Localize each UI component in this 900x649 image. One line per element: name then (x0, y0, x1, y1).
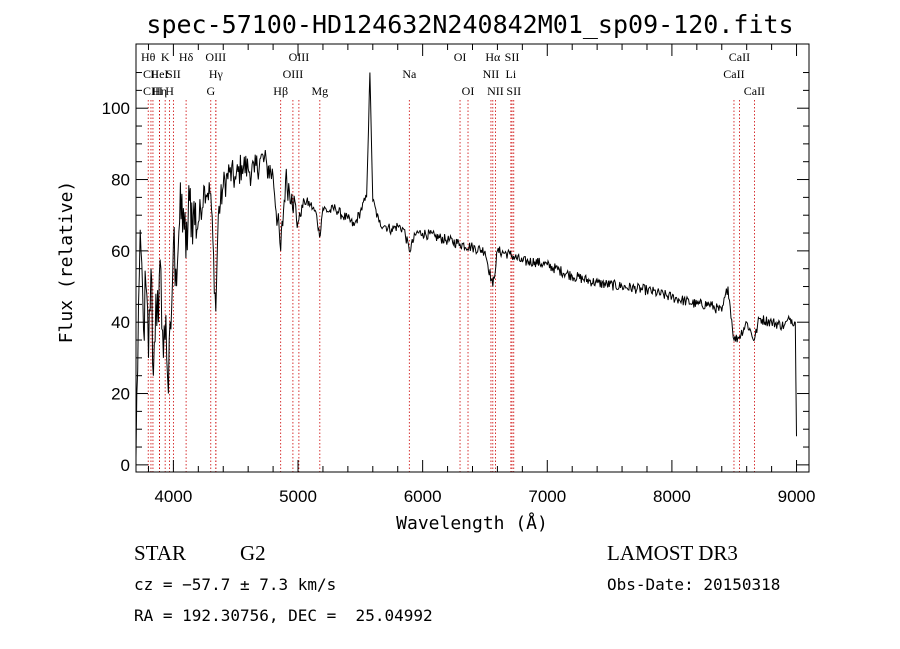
line-label: NII (487, 84, 504, 98)
object-class: STAR (134, 541, 186, 565)
chart-title: spec-57100-HD124632N240842M01_sp09-120.f… (146, 10, 793, 39)
y-tick-label: 40 (111, 313, 130, 332)
plot-frame (135, 43, 810, 473)
x-tick-label: 7000 (528, 487, 566, 506)
velocity-text: cz = −57.7 ± 7.3 km/s (134, 575, 336, 594)
x-tick-label: 4000 (154, 487, 192, 506)
line-label: CIII (143, 84, 163, 98)
line-label: CaII (729, 50, 750, 64)
spectrum-line (135, 72, 797, 458)
line-label: K (161, 50, 170, 64)
y-tick-label: 80 (111, 171, 130, 190)
line-label: Hθ (141, 50, 156, 64)
y-tick-label: 60 (111, 242, 130, 261)
line-label: Hβ (273, 84, 288, 98)
survey-name: LAMOST DR3 (607, 541, 738, 565)
line-label: HeI (150, 67, 168, 81)
line-label: SII (506, 84, 521, 98)
coords-text: RA = 192.30756, DEC = 25.04992 (134, 606, 433, 625)
line-label: SII (505, 50, 520, 64)
line-label: Hγ (209, 67, 224, 81)
y-tick-label: 100 (102, 99, 130, 118)
x-tick-label: 8000 (653, 487, 691, 506)
y-axis-label: Flux (relative) (56, 181, 77, 344)
line-label: NII (483, 67, 500, 81)
x-tick-label: 9000 (778, 487, 816, 506)
line-label: OI (462, 84, 475, 98)
line-label: OIII (289, 50, 310, 64)
x-tick-label: 5000 (279, 487, 317, 506)
line-label: Hα (485, 50, 501, 64)
x-axis-label: Wavelength (Å) (396, 512, 548, 534)
line-label: Hδ (179, 50, 194, 64)
line-label: OI (454, 50, 467, 64)
obs-date-text: Obs-Date: 20150318 (607, 575, 780, 594)
line-label: SII (166, 67, 181, 81)
object-subclass: G2 (240, 541, 266, 565)
y-tick-label: 0 (121, 456, 130, 475)
line-label: CII (143, 67, 159, 81)
line-label: OIII (283, 67, 304, 81)
line-label: G (206, 84, 215, 98)
x-axis: 4000 5000 6000 7000 8000 9000 (147, 44, 816, 506)
line-label: OIII (205, 50, 226, 64)
y-tick-label: 20 (111, 385, 130, 404)
y-axis: 0 20 40 60 80 100 (102, 72, 809, 475)
line-label: H (165, 84, 174, 98)
line-label: Hη (152, 84, 167, 98)
line-label: CaII (723, 67, 744, 81)
line-label: CaII (744, 84, 765, 98)
x-tick-label: 6000 (404, 487, 442, 506)
line-label: Mg (311, 84, 328, 98)
line-label: Na (402, 67, 417, 81)
line-label: Li (506, 67, 517, 81)
